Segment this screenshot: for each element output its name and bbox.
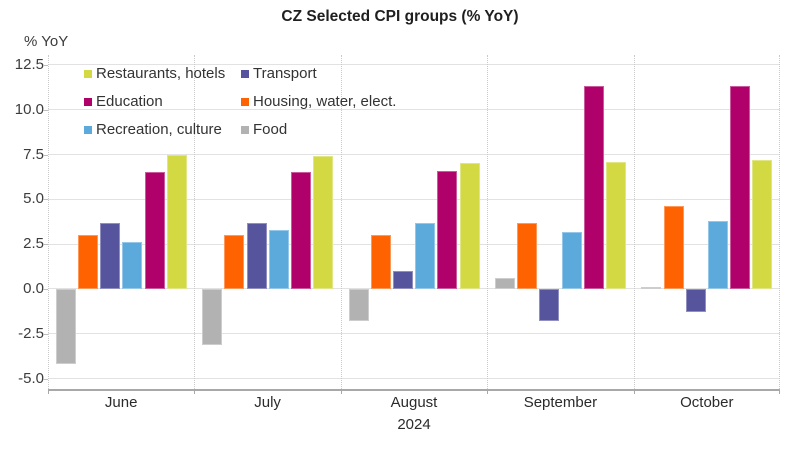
bar-transport-august <box>392 271 413 289</box>
bar-transport-june <box>100 222 121 289</box>
y-tick-mark <box>43 109 48 111</box>
bar-transport-september <box>539 288 560 322</box>
bar-education-august <box>437 170 458 289</box>
bar-food-september <box>494 278 515 289</box>
y-tick-mark <box>43 288 48 290</box>
legend-marker-recreation-culture-icon <box>84 126 92 134</box>
bar-education-september <box>583 86 604 289</box>
legend: Restaurants, hotels Transport Education Hou… <box>84 64 396 140</box>
legend-marker-education-icon <box>84 98 92 106</box>
bar-recreation-culture-june <box>122 242 143 289</box>
legend-item-food: Food <box>241 120 396 140</box>
x-tick-mark <box>340 390 342 394</box>
y-tick-label-2.5: 2.5 <box>23 235 44 253</box>
y-tick-mark <box>43 64 48 66</box>
bar-transport-october <box>685 288 706 313</box>
y-tick-mark <box>43 333 48 335</box>
y-tick-label-0.0: 0.0 <box>23 279 44 297</box>
bar-restaurants-hotels-september <box>605 161 626 289</box>
bar-restaurants-hotels-june <box>166 154 187 289</box>
y-tick-label-12.5: 12.5 <box>14 55 44 73</box>
x-label-august: August <box>390 394 438 411</box>
legend-label: Transport <box>253 65 317 82</box>
y-tick-label-7.5: 7.5 <box>23 145 44 163</box>
x-tick-mark <box>633 390 635 394</box>
bar-housing-water-elect-august <box>370 235 391 289</box>
chart-title: CZ Selected CPI groups (% YoY) <box>281 8 519 25</box>
category-separator-line <box>487 55 489 389</box>
legend-item-recreation-culture: Recreation, culture <box>84 120 241 140</box>
x-label-october: October <box>680 394 734 411</box>
gridline-y--2.5 <box>48 333 780 335</box>
legend-item-restaurants-hotels: Restaurants, hotels <box>84 64 241 84</box>
gridline-y--5.0 <box>48 378 780 380</box>
legend-label: Food <box>253 121 288 138</box>
legend-marker-restaurants-hotels-icon <box>84 70 92 78</box>
legend-label: Restaurants, hotels <box>96 65 226 82</box>
bar-recreation-culture-august <box>415 222 436 289</box>
bar-restaurants-hotels-july <box>313 156 334 289</box>
bar-housing-water-elect-june <box>77 235 98 289</box>
bar-food-august <box>348 288 369 322</box>
legend-label: Housing, water, elect. <box>253 93 397 110</box>
bar-housing-water-elect-october <box>663 206 684 289</box>
x-axis-year-label: 2024 <box>397 416 431 433</box>
bar-restaurants-hotels-october <box>752 159 773 289</box>
bar-education-october <box>730 86 751 289</box>
legend-label: Recreation, culture <box>96 121 222 138</box>
legend-marker-housing-water-elect-icon <box>241 98 249 106</box>
legend-marker-transport-icon <box>241 70 249 78</box>
x-label-september: September <box>523 394 598 411</box>
y-tick-mark <box>43 244 48 246</box>
bar-restaurants-hotels-august <box>459 163 480 289</box>
y-tick-mark <box>43 199 48 201</box>
plot-area <box>48 55 780 391</box>
x-tick-mark <box>194 390 196 394</box>
bar-housing-water-elect-september <box>517 222 538 289</box>
gridline-y-5.0 <box>48 198 780 200</box>
legend-item-education: Education <box>84 92 241 112</box>
x-tick-mark <box>487 390 489 394</box>
legend-marker-food-icon <box>241 126 249 134</box>
bar-transport-july <box>246 222 267 289</box>
category-separator-line <box>779 55 780 389</box>
gridline-y-0.0 <box>48 288 780 290</box>
x-tick-mark <box>779 390 780 394</box>
legend-label: Education <box>96 93 163 110</box>
gridline-y-12.5 <box>48 64 780 66</box>
legend-item-transport: Transport <box>241 64 396 84</box>
bar-education-june <box>144 172 165 289</box>
bar-recreation-culture-july <box>268 229 289 289</box>
y-tick-mark <box>43 378 48 380</box>
x-label-july: July <box>254 394 281 411</box>
category-separator-line <box>194 55 196 389</box>
x-label-june: June <box>104 394 138 411</box>
bar-food-october <box>641 287 662 290</box>
bar-education-july <box>290 172 311 289</box>
legend-item-housing-water-elect: Housing, water, elect. <box>241 92 396 112</box>
gridline-y-2.5 <box>48 243 780 245</box>
y-tick-label--5.0: -5.0 <box>18 369 44 387</box>
category-separator-line <box>633 55 635 389</box>
bar-housing-water-elect-july <box>224 235 245 289</box>
y-tick-label-5.0: 5.0 <box>23 190 44 208</box>
bar-food-june <box>55 288 76 365</box>
x-tick-mark <box>48 390 49 394</box>
y-tick-label-10.0: 10.0 <box>14 100 44 118</box>
category-separator-line <box>48 55 49 389</box>
gridline-y-10.0 <box>48 109 780 111</box>
bar-food-july <box>202 288 223 345</box>
category-separator-line <box>340 55 342 389</box>
y-tick-mark <box>43 154 48 156</box>
bar-recreation-culture-september <box>561 231 582 289</box>
y-tick-label--2.5: -2.5 <box>18 324 44 342</box>
gridline-y-7.5 <box>48 154 780 155</box>
y-axis-unit-label: % YoY <box>24 33 69 50</box>
bar-recreation-culture-october <box>707 220 728 289</box>
